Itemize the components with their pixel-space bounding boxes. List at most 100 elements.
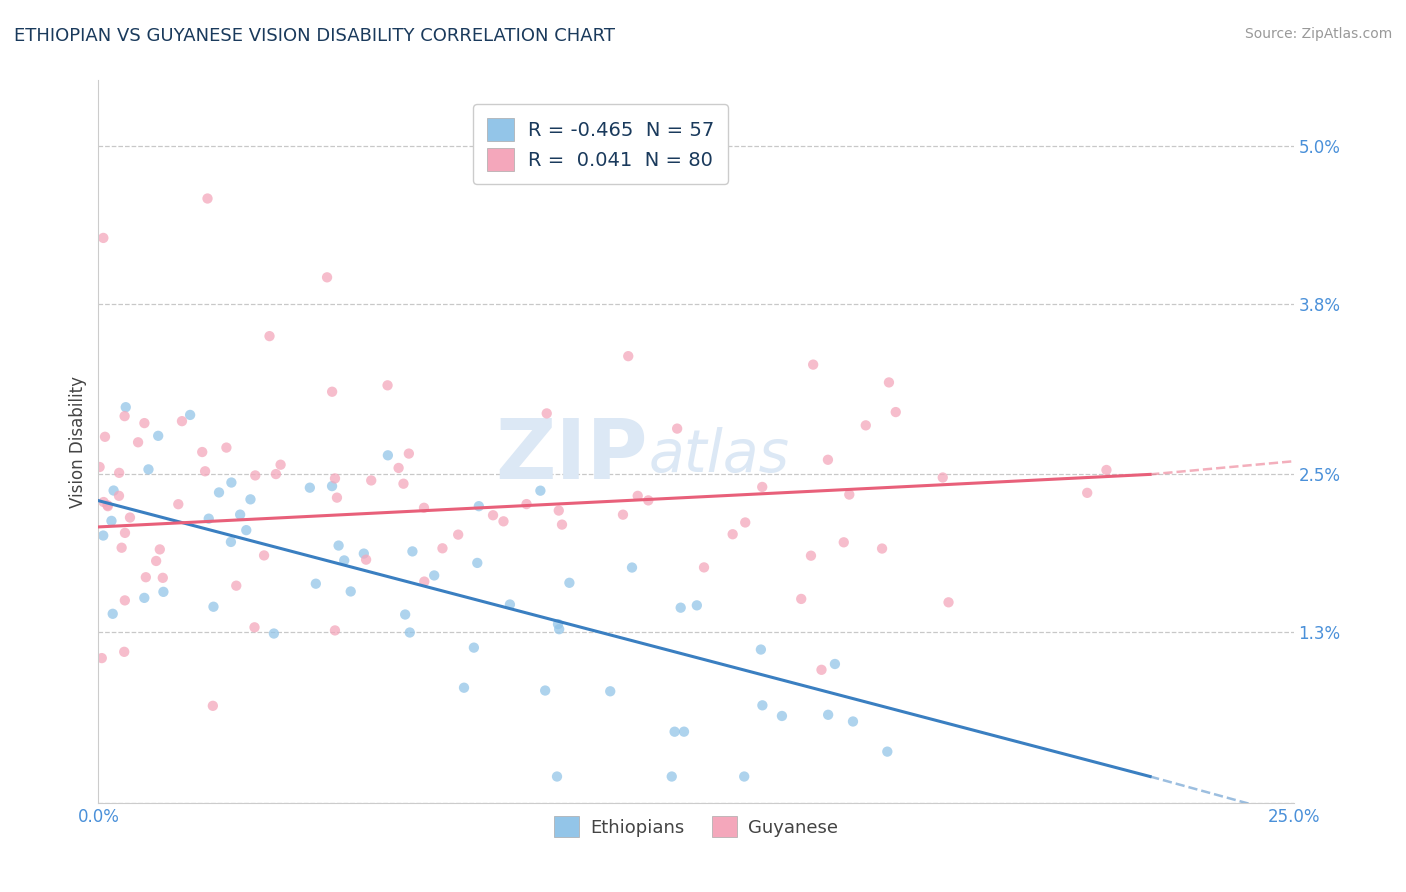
Point	[90, 651, 112, 665]
Point	[800, 549, 823, 563]
Point	[148, 429, 170, 443]
Point	[263, 626, 285, 640]
Point	[321, 384, 343, 399]
Point	[666, 421, 689, 435]
Point	[235, 523, 257, 537]
Y-axis label: Vision Disability: Vision Disability	[69, 376, 87, 508]
Text: ZIP: ZIP	[496, 416, 648, 497]
Point	[215, 441, 238, 455]
Point	[548, 622, 571, 636]
Point	[468, 499, 491, 513]
Point	[536, 406, 558, 420]
Point	[114, 525, 136, 540]
Text: ETHIOPIAN VS GUYANESE VISION DISABILITY CORRELATION CHART: ETHIOPIAN VS GUYANESE VISION DISABILITY …	[14, 27, 614, 45]
Point	[114, 409, 136, 424]
Point	[114, 593, 136, 607]
Point	[751, 698, 773, 713]
Point	[1095, 463, 1118, 477]
Point	[932, 470, 955, 484]
Point	[201, 698, 224, 713]
Point	[138, 462, 160, 476]
Point	[197, 511, 219, 525]
Point	[770, 709, 793, 723]
Point	[637, 493, 659, 508]
Point	[832, 535, 855, 549]
Point	[93, 495, 115, 509]
Point	[152, 585, 174, 599]
Point	[398, 625, 420, 640]
Point	[353, 547, 375, 561]
Point	[197, 192, 219, 206]
Point	[599, 684, 621, 698]
Point	[135, 570, 157, 584]
Point	[377, 378, 399, 392]
Point	[114, 400, 136, 414]
Point	[669, 600, 692, 615]
Point	[492, 514, 515, 528]
Point	[112, 645, 135, 659]
Point	[179, 408, 201, 422]
Point	[534, 683, 557, 698]
Point	[94, 430, 117, 444]
Point	[392, 476, 415, 491]
Point	[398, 447, 420, 461]
Point	[305, 576, 328, 591]
Point	[354, 552, 377, 566]
Point	[453, 681, 475, 695]
Point	[145, 554, 167, 568]
Point	[817, 707, 839, 722]
Point	[97, 499, 120, 513]
Point	[824, 657, 846, 671]
Point	[423, 568, 446, 582]
Point	[515, 497, 537, 511]
Point	[734, 516, 756, 530]
Point	[693, 560, 716, 574]
Point	[202, 599, 225, 614]
Point	[118, 510, 141, 524]
Point	[170, 414, 193, 428]
Point	[855, 418, 877, 433]
Point	[194, 464, 217, 478]
Point	[270, 458, 292, 472]
Point	[377, 448, 399, 462]
Text: Source: ZipAtlas.com: Source: ZipAtlas.com	[1244, 27, 1392, 41]
Point	[884, 405, 907, 419]
Point	[100, 514, 122, 528]
Point	[326, 491, 349, 505]
Point	[101, 607, 124, 621]
Point	[870, 541, 893, 556]
Point	[627, 489, 650, 503]
Point	[558, 575, 581, 590]
Point	[721, 527, 744, 541]
Point	[221, 475, 243, 490]
Point	[323, 471, 346, 485]
Point	[664, 724, 686, 739]
Point	[316, 270, 339, 285]
Point	[298, 481, 321, 495]
Point	[686, 599, 709, 613]
Point	[321, 479, 343, 493]
Point	[401, 544, 423, 558]
Point	[167, 497, 190, 511]
Point	[876, 745, 898, 759]
Point	[219, 535, 242, 549]
Point	[877, 376, 900, 390]
Point	[89, 460, 111, 475]
Point	[191, 445, 214, 459]
Point	[243, 620, 266, 634]
Point	[245, 468, 267, 483]
Point	[134, 591, 156, 605]
Point	[360, 474, 382, 488]
Point	[339, 584, 361, 599]
Point	[96, 498, 118, 512]
Point	[413, 500, 436, 515]
Point	[108, 466, 131, 480]
Point	[152, 571, 174, 585]
Point	[546, 770, 568, 784]
Point	[253, 549, 276, 563]
Point	[801, 358, 824, 372]
Point	[432, 541, 454, 556]
Point	[229, 508, 252, 522]
Point	[447, 527, 470, 541]
Point	[259, 329, 281, 343]
